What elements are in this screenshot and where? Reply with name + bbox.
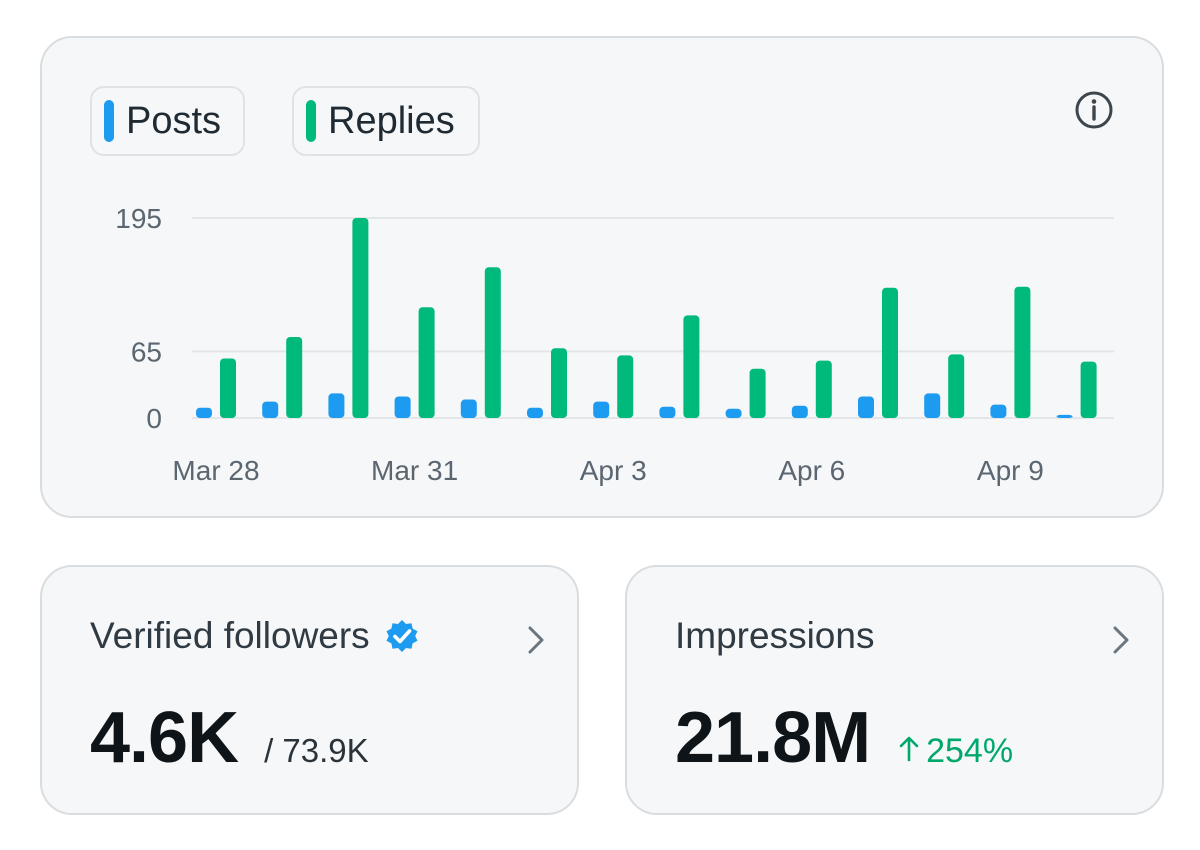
bar-posts-mar-28[interactable] [196, 407, 212, 418]
legend-replies-label: Replies [328, 99, 455, 142]
bar-replies-apr-7[interactable] [882, 287, 898, 418]
impressions-values: 21.8M 254% [675, 697, 1013, 779]
bar-posts-apr-10[interactable] [1056, 414, 1073, 418]
bar-replies-apr-1[interactable] [484, 267, 501, 418]
verified-followers-values: 4.6K / 73.9K [90, 697, 369, 779]
posts-replies-chart-card: Posts Replies 0 65 195 Mar 28 Mar 31 Apr 3 Ap… [40, 36, 1164, 518]
legend-replies-toggle[interactable]: Replies [292, 86, 480, 156]
chevron-right-icon[interactable] [1108, 623, 1134, 657]
verified-followers-count: 4.6K [90, 698, 239, 778]
bar-replies-apr-8[interactable] [948, 354, 965, 418]
arrow-up-icon [899, 736, 919, 762]
bar-posts-mar-31[interactable] [394, 396, 411, 418]
bar-replies-mar-31[interactable] [418, 307, 435, 418]
bar-posts-apr-7[interactable] [858, 396, 874, 418]
replies-swatch [306, 100, 316, 142]
impressions-count: 21.8M [675, 698, 871, 778]
verified-followers-title: Verified followers [90, 615, 420, 657]
bar-replies-apr-10[interactable] [1080, 361, 1097, 418]
bar-posts-apr-5[interactable] [725, 408, 742, 418]
impressions-title: Impressions [675, 615, 874, 657]
y-axis-labels: 0 65 195 [115, 203, 162, 434]
bar-replies-mar-28[interactable] [220, 358, 236, 418]
impressions-label: Impressions [675, 615, 875, 656]
total-followers-count: / 73.9K [264, 732, 369, 769]
bar-posts-apr-4[interactable] [659, 406, 676, 418]
x-tick-label: Mar 28 [172, 455, 259, 486]
verified-badge-icon [386, 620, 418, 652]
bar-replies-apr-2[interactable] [551, 348, 567, 418]
bar-chart: 0 65 195 Mar 28 Mar 31 Apr 3 Apr 6 Apr 9 [115, 203, 1114, 486]
legend-posts-label: Posts [126, 99, 222, 142]
y-tick-label: 0 [146, 403, 162, 434]
x-tick-label: Apr 3 [580, 455, 647, 486]
x-tick-label: Apr 9 [977, 455, 1044, 486]
verified-followers-card[interactable]: Verified followers 4.6K / 73.9K [40, 565, 579, 815]
posts-swatch [104, 100, 114, 142]
bar-posts-apr-2[interactable] [527, 407, 543, 418]
chart-gridlines [192, 217, 1114, 419]
bar-replies-apr-6[interactable] [815, 360, 832, 418]
bar-replies-apr-9[interactable] [1014, 286, 1031, 418]
impressions-delta-value: 254% [926, 732, 1014, 770]
bar-posts-apr-6[interactable] [791, 405, 808, 418]
info-icon[interactable] [1074, 90, 1114, 130]
bar-posts-mar-29[interactable] [262, 401, 279, 418]
x-axis-labels: Mar 28 Mar 31 Apr 3 Apr 6 Apr 9 [172, 455, 1043, 486]
bar-posts-apr-8[interactable] [924, 393, 941, 418]
bar-replies-apr-5[interactable] [749, 368, 766, 418]
chevron-right-icon[interactable] [523, 623, 549, 657]
x-tick-label: Apr 6 [778, 455, 845, 486]
legend-posts-toggle[interactable]: Posts [90, 86, 245, 156]
y-tick-label: 195 [115, 203, 162, 234]
chart-bars [196, 218, 1097, 418]
bar-replies-apr-4[interactable] [683, 315, 700, 418]
bar-replies-apr-3[interactable] [617, 355, 634, 418]
bar-posts-apr-1[interactable] [460, 399, 477, 418]
verified-followers-label: Verified followers [90, 615, 370, 656]
impressions-delta: 254% [898, 732, 1013, 771]
bar-posts-apr-3[interactable] [593, 401, 610, 418]
impressions-card[interactable]: Impressions 21.8M 254% [625, 565, 1164, 815]
bar-posts-mar-30[interactable] [328, 393, 345, 418]
y-tick-label: 65 [131, 336, 162, 367]
x-tick-label: Mar 31 [371, 455, 458, 486]
bar-posts-apr-9[interactable] [990, 404, 1007, 418]
bar-replies-mar-30[interactable] [352, 218, 369, 418]
bar-replies-mar-29[interactable] [286, 336, 303, 418]
